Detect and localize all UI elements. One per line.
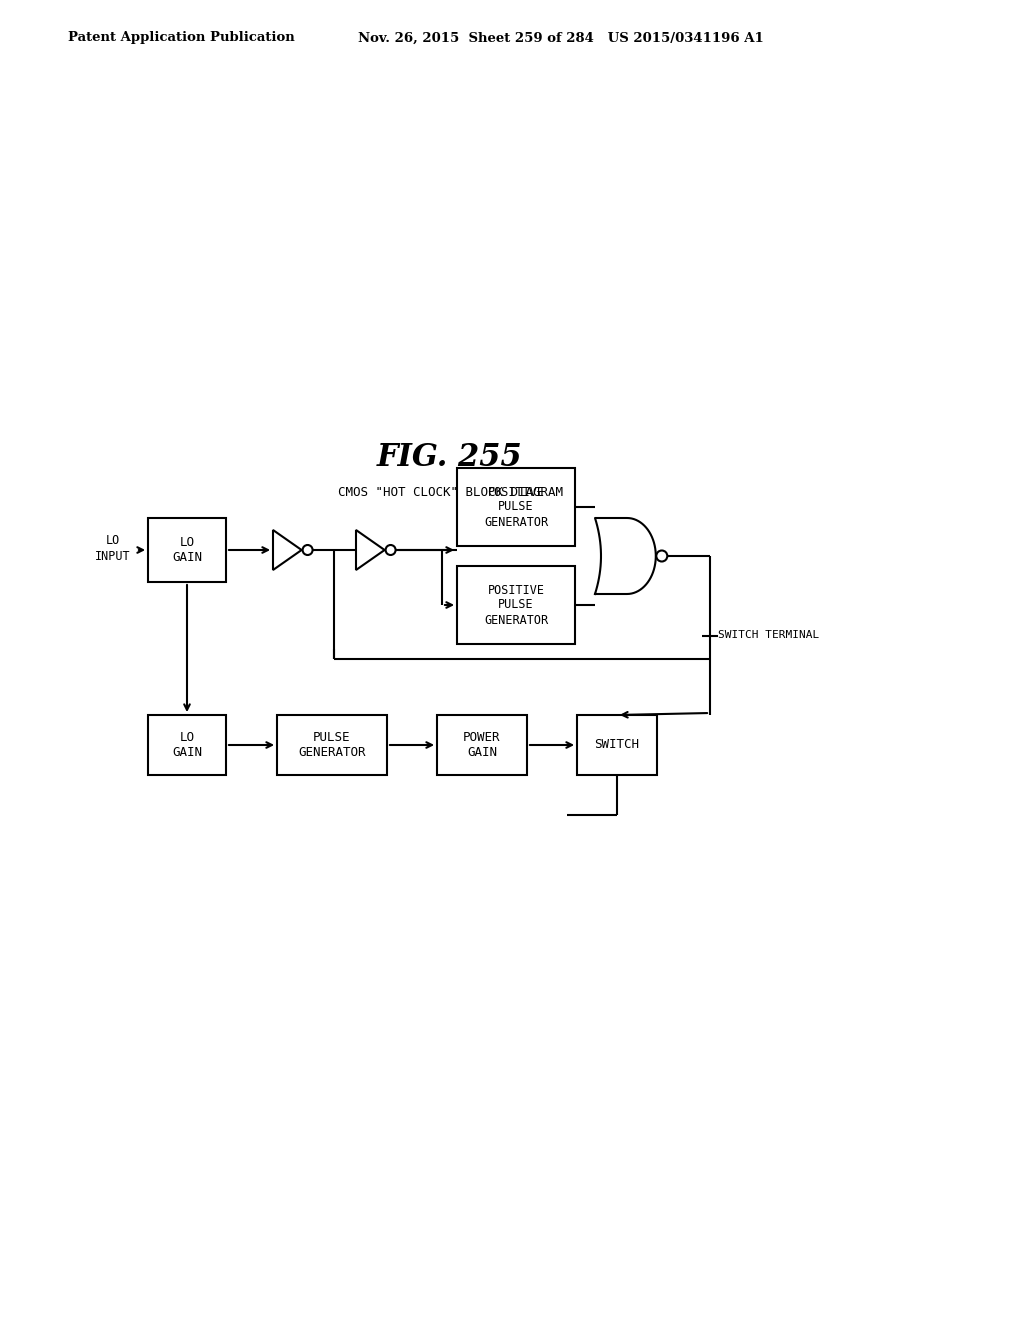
Text: PULSE
GENERATOR: PULSE GENERATOR [298, 731, 366, 759]
Text: POSITIVE
PULSE
GENERATOR: POSITIVE PULSE GENERATOR [484, 583, 548, 627]
Bar [278, 715, 387, 775]
Text: INPUT: INPUT [95, 549, 131, 562]
Text: SWITCH TERMINAL: SWITCH TERMINAL [718, 631, 819, 640]
Text: POWER
GAIN: POWER GAIN [463, 731, 501, 759]
Text: LO
GAIN: LO GAIN [172, 536, 202, 564]
Text: LO
GAIN: LO GAIN [172, 731, 202, 759]
Text: Nov. 26, 2015  Sheet 259 of 284   US 2015/0341196 A1: Nov. 26, 2015 Sheet 259 of 284 US 2015/0… [358, 32, 764, 45]
Bar [148, 517, 226, 582]
Bar [457, 469, 575, 546]
Text: LO: LO [105, 533, 120, 546]
Bar [437, 715, 527, 775]
Bar [577, 715, 657, 775]
Bar [457, 566, 575, 644]
Bar [148, 715, 226, 775]
Text: POSITIVE
PULSE
GENERATOR: POSITIVE PULSE GENERATOR [484, 486, 548, 528]
Text: Patent Application Publication: Patent Application Publication [68, 32, 295, 45]
Text: FIG. 255: FIG. 255 [377, 442, 523, 474]
Text: CMOS "HOT CLOCK" BLOCK DIAGRAM: CMOS "HOT CLOCK" BLOCK DIAGRAM [338, 487, 562, 499]
Text: SWITCH: SWITCH [595, 738, 640, 751]
